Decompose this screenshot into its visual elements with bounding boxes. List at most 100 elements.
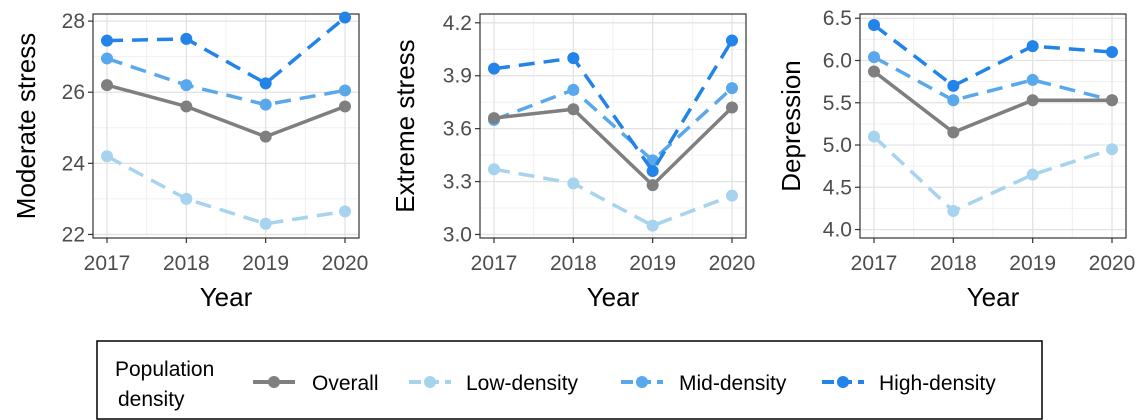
data-point-high-density xyxy=(567,52,580,65)
data-point-mid-density xyxy=(726,82,738,95)
y-tick-label: 22 xyxy=(62,223,85,246)
x-tick-label: 2017 xyxy=(471,252,518,275)
data-point-high-density xyxy=(259,77,272,90)
data-point-overall xyxy=(1026,94,1039,107)
plot-border xyxy=(859,13,1127,239)
series-line-high-density xyxy=(872,23,1113,88)
legend-title-line-1: Population xyxy=(115,358,214,381)
y-axis-label: Extreme stress xyxy=(390,39,420,212)
legend-label-high-density: High-density xyxy=(879,372,996,395)
data-point-overall xyxy=(1106,94,1118,107)
x-axis-label: Year xyxy=(967,282,1020,312)
data-point-mid-density xyxy=(259,98,272,111)
y-tick-labels: 22 24 26 28 xyxy=(62,10,86,246)
y-tick-label: 28 xyxy=(62,10,85,33)
data-point-low-density xyxy=(259,217,272,230)
data-point-high-density xyxy=(868,18,880,31)
data-point-mid-density xyxy=(567,83,580,96)
data-point-low-density xyxy=(567,177,580,190)
series-line-low-density xyxy=(106,154,346,226)
y-tick-label: 4.0 xyxy=(823,219,852,242)
series-line-high-density xyxy=(493,39,734,175)
data-point-high-density xyxy=(726,34,738,47)
y-tick-label: 6.0 xyxy=(823,49,852,72)
data-point-high-density xyxy=(180,32,193,45)
x-tick-label: 2018 xyxy=(550,252,597,275)
data-point-overall xyxy=(339,100,351,113)
y-tick-label: 4.2 xyxy=(443,12,472,35)
plot-border xyxy=(479,13,747,239)
data-point-mid-density xyxy=(180,79,193,92)
data-point-low-density xyxy=(646,219,659,232)
x-tick-label: 2020 xyxy=(1089,252,1136,275)
series-line-mid-density xyxy=(106,56,346,107)
data-point-mid-density xyxy=(339,84,351,97)
y-tick-label: 24 xyxy=(62,152,86,175)
data-point-mid-density xyxy=(947,94,960,107)
legend-key-mid-density-dot xyxy=(636,376,648,388)
data-point-low-density xyxy=(488,163,500,176)
x-tick-labels: 2017 2018 2019 2020 xyxy=(851,252,1136,275)
data-point-low-density xyxy=(101,150,113,163)
legend: Population density Overall Low-density M… xyxy=(96,340,1043,420)
panel-depression: Depression Year 4.0 4.5 5.0 5.5 6.0 6.5 … xyxy=(776,7,1135,312)
data-point-overall xyxy=(947,126,960,139)
series-line-overall xyxy=(106,83,346,139)
y-tick-labels: 3.0 3.3 3.6 3.9 4.2 xyxy=(443,12,472,247)
data-point-low-density xyxy=(868,130,880,143)
x-axis-label: Year xyxy=(200,282,253,312)
x-tick-label: 2017 xyxy=(851,252,898,275)
series-line-overall xyxy=(493,106,734,188)
data-point-low-density xyxy=(339,205,351,218)
x-tick-label: 2019 xyxy=(1009,252,1056,275)
series-line-overall xyxy=(872,70,1112,135)
y-tick-label: 3.9 xyxy=(443,65,472,88)
data-point-high-density xyxy=(947,79,960,92)
legend-key-high-density-dot xyxy=(837,376,849,388)
data-point-overall xyxy=(488,112,500,125)
y-tick-label: 6.5 xyxy=(823,7,852,30)
data-point-high-density xyxy=(1026,40,1039,53)
series-line-high-density xyxy=(106,16,347,86)
panel-moderate-stress: Moderate stress Year 22 24 26 28 2017 20… xyxy=(11,10,368,312)
data-point-low-density xyxy=(1106,143,1118,156)
data-point-overall xyxy=(726,101,738,114)
y-tick-label: 26 xyxy=(62,81,85,104)
data-point-overall xyxy=(101,79,113,92)
data-point-mid-density xyxy=(1026,73,1039,86)
legend-title-line-2: density xyxy=(118,388,185,411)
series-line-mid-density xyxy=(873,55,1113,103)
data-point-mid-density xyxy=(868,51,880,64)
y-tick-labels: 4.0 4.5 5.0 5.5 6.0 6.5 xyxy=(823,7,852,241)
series-line-low-density xyxy=(872,135,1113,214)
y-axis-label: Moderate stress xyxy=(11,33,41,219)
x-tick-label: 2018 xyxy=(163,252,210,275)
data-point-overall xyxy=(646,179,659,192)
x-tick-label: 2019 xyxy=(629,252,676,275)
data-point-high-density xyxy=(339,11,351,24)
data-point-overall xyxy=(868,65,880,78)
data-point-high-density xyxy=(646,164,659,177)
data-point-overall xyxy=(567,103,580,116)
legend-label-mid-density: Mid-density xyxy=(679,372,787,395)
data-point-low-density xyxy=(947,204,960,217)
data-point-overall xyxy=(259,130,272,143)
x-tick-label: 2018 xyxy=(930,252,977,275)
y-tick-label: 5.5 xyxy=(823,92,852,115)
x-tick-labels: 2017 2018 2019 2020 xyxy=(84,252,369,275)
x-tick-label: 2020 xyxy=(709,252,756,275)
x-tick-label: 2020 xyxy=(322,252,369,275)
data-point-high-density xyxy=(101,34,113,47)
x-tick-labels: 2017 2018 2019 2020 xyxy=(471,252,756,275)
data-point-high-density xyxy=(1106,46,1118,59)
data-point-low-density xyxy=(726,189,738,202)
x-axis-label: Year xyxy=(587,282,640,312)
x-tick-label: 2019 xyxy=(242,252,289,275)
series-line-mid-density xyxy=(493,86,734,163)
data-point-low-density xyxy=(1026,168,1039,181)
data-point-low-density xyxy=(180,192,193,205)
legend-key-low-density-dot xyxy=(424,376,436,388)
legend-key-overall-dot xyxy=(268,376,280,388)
legend-label-low-density: Low-density xyxy=(466,372,579,395)
